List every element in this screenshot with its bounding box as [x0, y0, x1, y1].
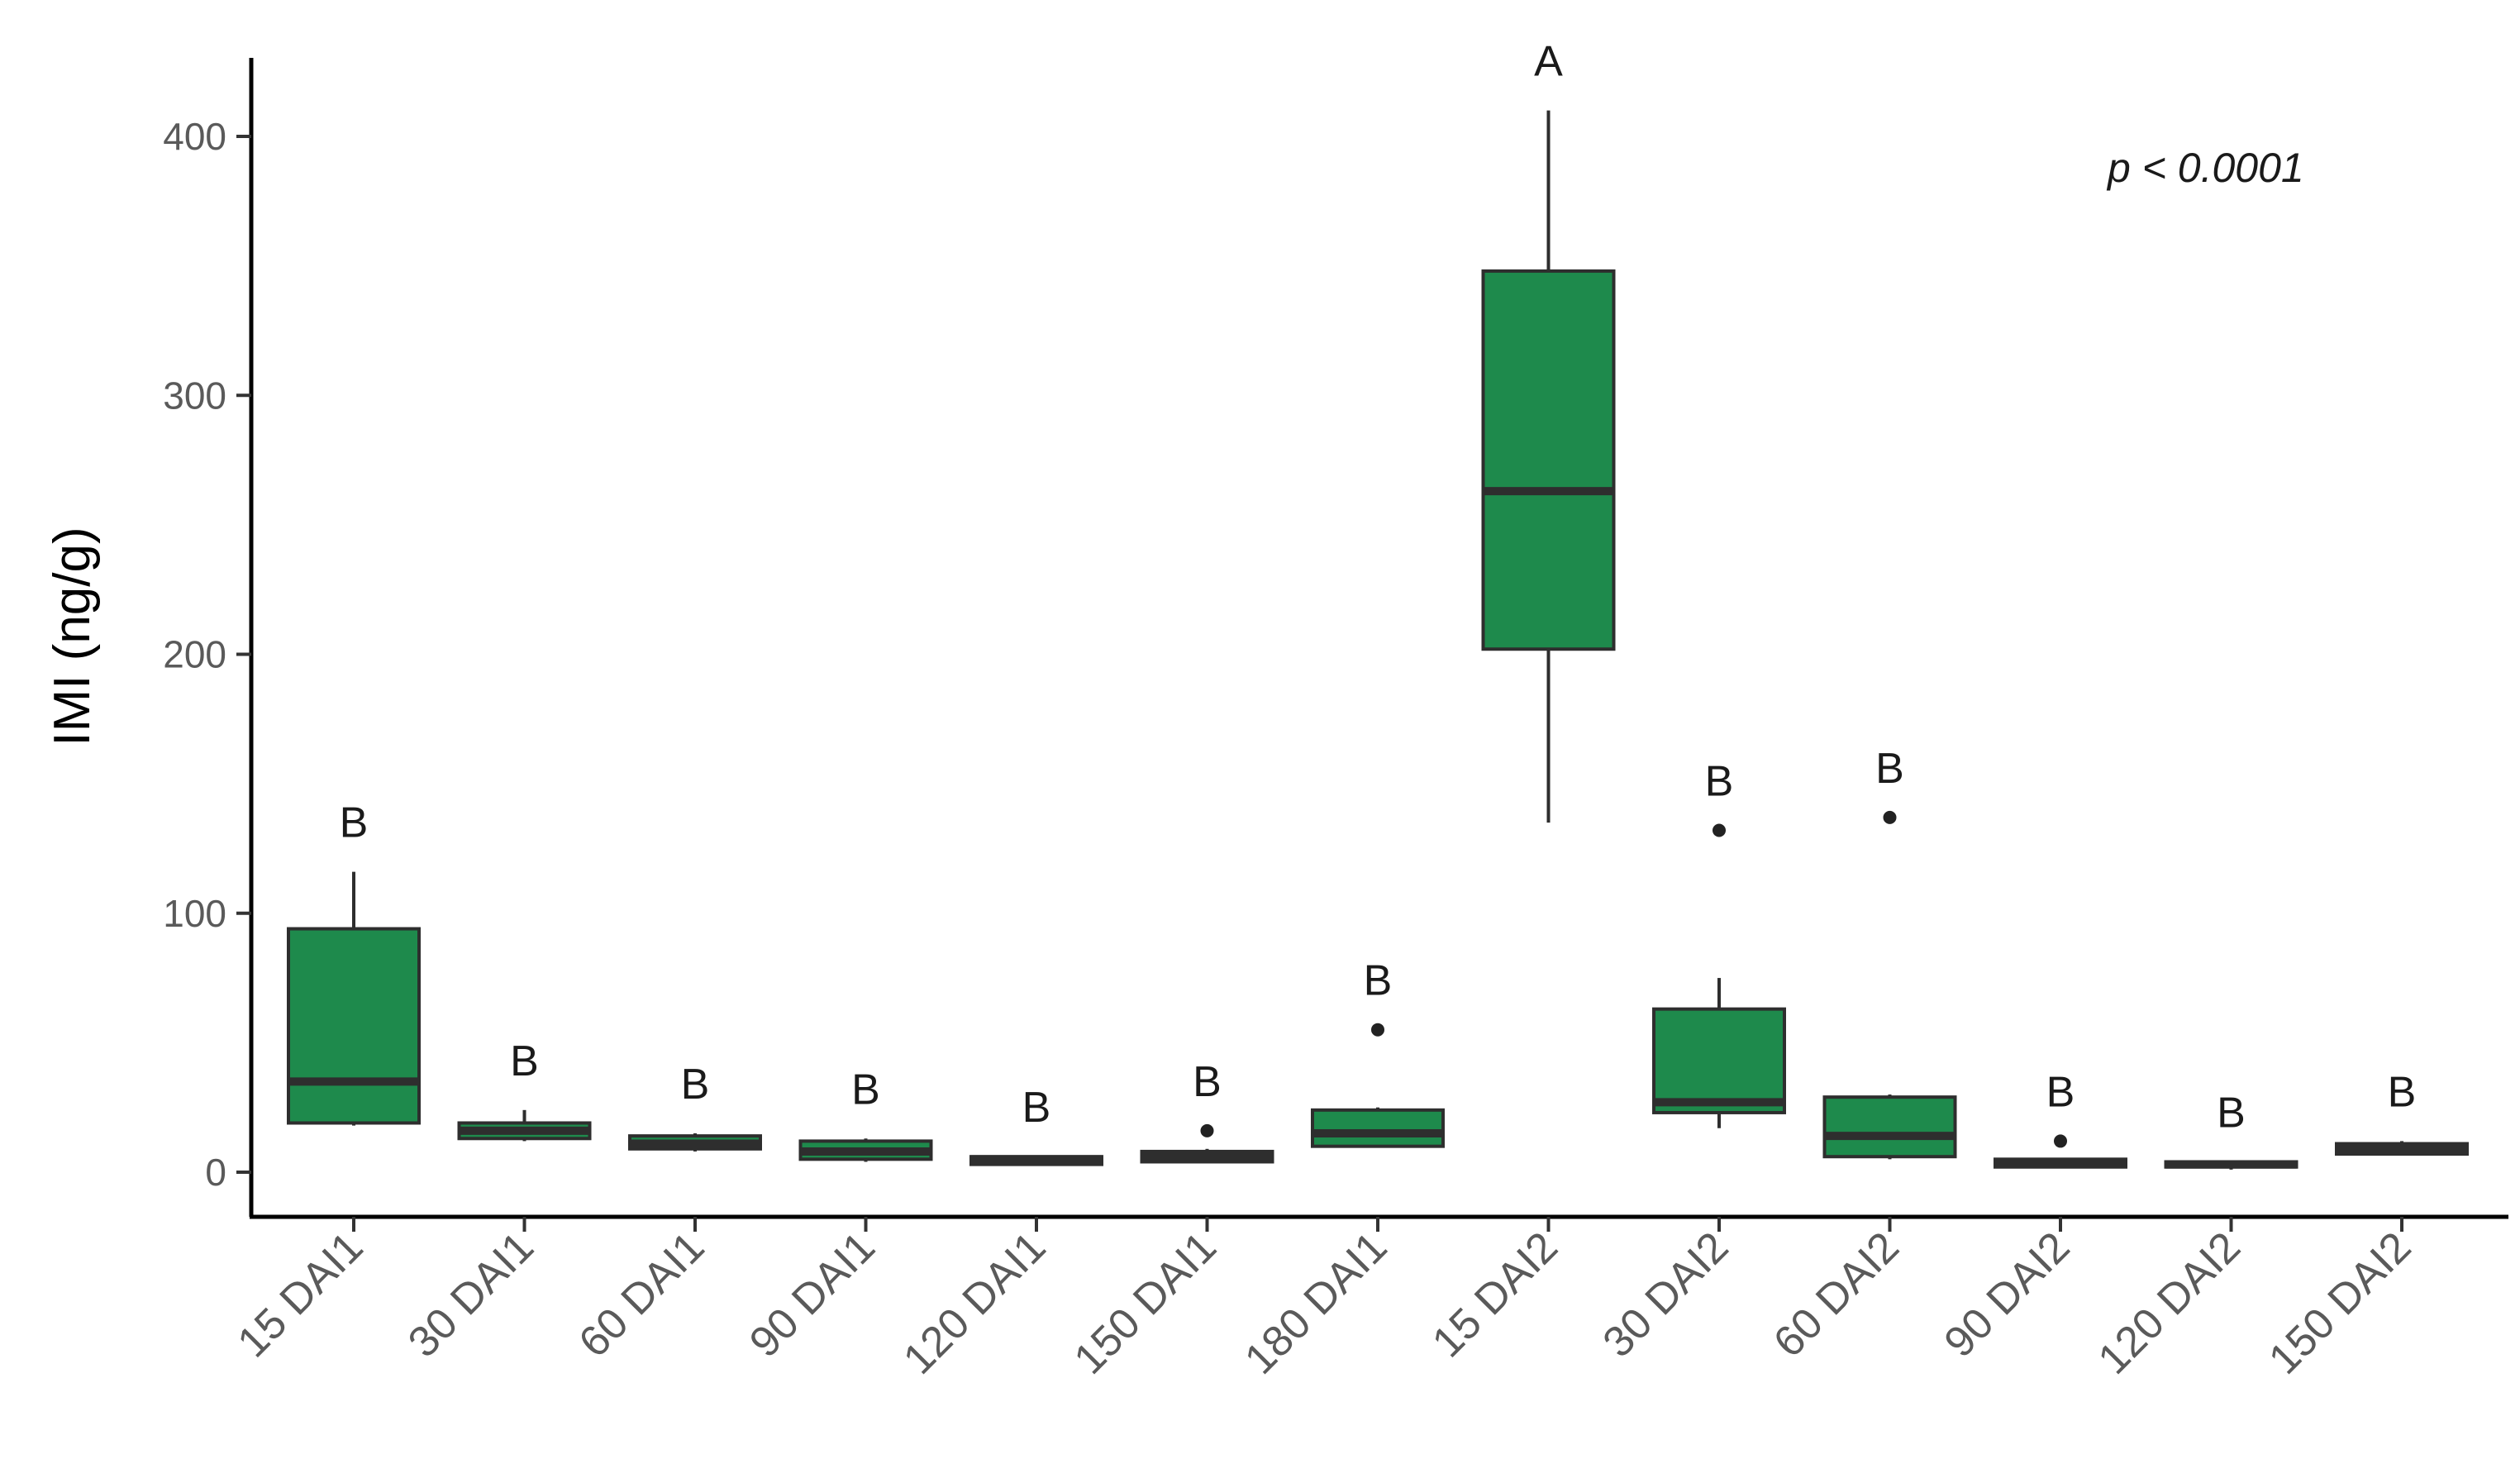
- box-group: B: [1822, 745, 1957, 1160]
- significance-letter: B: [1022, 1084, 1051, 1132]
- significance-letter: B: [510, 1037, 539, 1085]
- box-group: B: [969, 1084, 1103, 1166]
- x-tick-label: 60 DAI2: [1765, 1223, 1908, 1366]
- y-tick-label: 400: [163, 115, 226, 158]
- x-tick-label: 150 DAI2: [2260, 1223, 2420, 1383]
- outlier-point: [1371, 1023, 1384, 1037]
- x-tick-label: 180 DAI1: [1236, 1223, 1396, 1383]
- x-tick-label: 15 DAI2: [1423, 1223, 1567, 1366]
- box-group: B: [2335, 1068, 2469, 1156]
- box-group: B: [628, 1061, 762, 1152]
- significance-letter: B: [681, 1061, 710, 1109]
- x-tick-label: 120 DAI1: [894, 1223, 1055, 1383]
- box-body: [1481, 269, 1616, 651]
- box-group: B: [2164, 1089, 2298, 1170]
- box-group: B: [798, 1066, 933, 1162]
- outlier-point: [1200, 1123, 1214, 1137]
- outlier-point: [1883, 810, 1897, 824]
- p-value-annotation: p < 0.0001: [2106, 145, 2304, 191]
- y-tick-label: 100: [163, 892, 226, 935]
- box-group: B: [1652, 758, 1786, 1128]
- significance-letter: B: [2388, 1068, 2417, 1116]
- box-group: B: [1994, 1068, 2127, 1169]
- significance-letter: B: [1875, 745, 1904, 793]
- y-axis: 0 100 200 300 400: [163, 115, 251, 1194]
- box-body: [1311, 1108, 1445, 1148]
- box-group: B: [287, 799, 421, 1126]
- box-body: [1822, 1095, 1957, 1159]
- significance-letter: B: [2046, 1068, 2075, 1116]
- box-group: B: [1140, 1058, 1274, 1164]
- x-tick-label: 60 DAI1: [570, 1223, 714, 1366]
- x-tick-label: 15 DAI1: [229, 1223, 373, 1366]
- x-tick-label: 90 DAI1: [741, 1223, 884, 1366]
- x-tick-label: 30 DAI1: [399, 1223, 543, 1366]
- y-axis-title: IMI (ng/g): [44, 527, 101, 746]
- outlier-point: [1713, 823, 1726, 837]
- box-group: B: [457, 1037, 592, 1142]
- box-body: [1652, 1007, 1786, 1114]
- x-tick-label: 30 DAI2: [1594, 1223, 1738, 1366]
- x-tick-label: 150 DAI1: [1065, 1223, 1226, 1383]
- significance-letter: B: [340, 799, 369, 847]
- significance-letter: B: [1193, 1058, 1222, 1106]
- significance-letter: B: [2217, 1089, 2246, 1137]
- x-axis: 15 DAI1 30 DAI1 60 DAI1 90 DAI1 120 DAI1 150 …: [229, 1217, 2420, 1384]
- y-tick-label: 0: [205, 1151, 226, 1194]
- box-body: [287, 927, 421, 1125]
- y-tick-label: 300: [163, 374, 226, 417]
- significance-letter: A: [1534, 38, 1563, 86]
- significance-letter: B: [1705, 758, 1734, 806]
- x-tick-label: 120 DAI2: [2089, 1223, 2250, 1383]
- significance-letter: B: [1364, 957, 1393, 1005]
- box-group: A: [1481, 38, 1616, 823]
- box-group: B: [1311, 957, 1445, 1148]
- y-tick-label: 200: [163, 633, 226, 676]
- significance-letter: B: [851, 1066, 880, 1113]
- outlier-point: [2054, 1134, 2067, 1148]
- x-tick-label: 90 DAI2: [1936, 1223, 2079, 1366]
- plot-marks: B B B B B B B A B B B B B: [287, 38, 2469, 1170]
